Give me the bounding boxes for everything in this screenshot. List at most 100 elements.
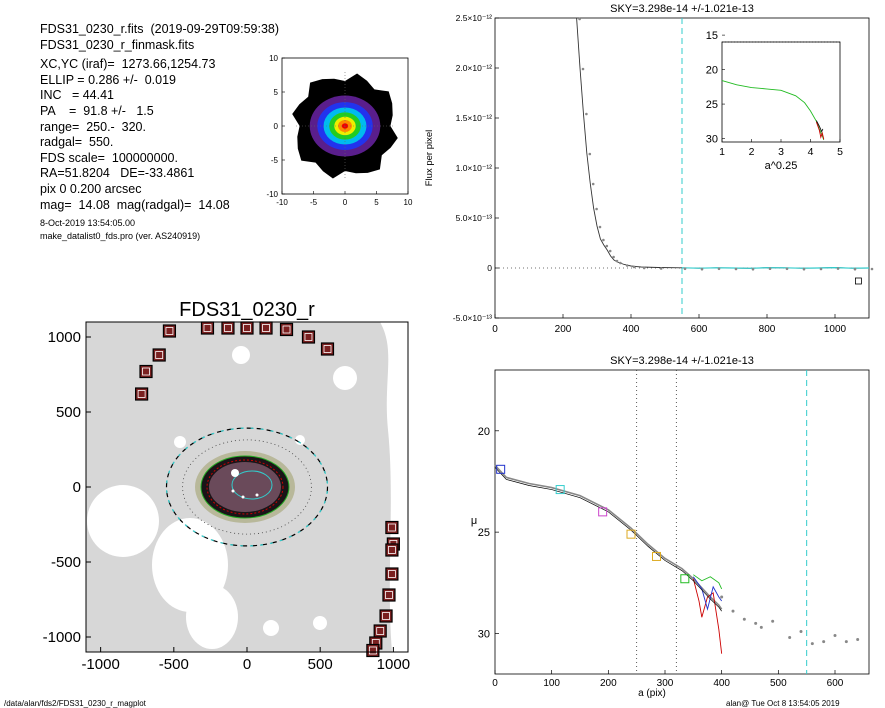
sb-xtick-label: 0 (492, 678, 498, 689)
sb-point (844, 640, 848, 644)
inset-black-tail (816, 120, 824, 133)
sb-isophote-marker (626, 529, 636, 539)
flux-ytick-label: 1.0×10⁻¹² (456, 163, 493, 173)
galaxy-knot (231, 489, 235, 493)
masked-region (232, 346, 250, 364)
masked-star-box (385, 543, 399, 557)
param-radec: RA=51.8204 DE=-33.4861 (40, 166, 195, 181)
sb-title: SKY=3.298e-14 +/-1.021e-13 (610, 355, 754, 367)
info-block: FDS31_0230_r.fits (2019-09-29T09:59:38) … (40, 22, 279, 243)
sb-ytick-label: 30 (478, 628, 490, 640)
flux-point (853, 267, 857, 271)
flux-profile-panel: SKY=3.298e-14 +/-1.021e-130 200 400 600 800 1… (424, 3, 874, 335)
galaxy-ytick-label: 500 (56, 404, 81, 421)
sb-point (731, 609, 735, 613)
flux-point (870, 267, 874, 271)
thumbnail-xtick-label: -10 (276, 198, 288, 207)
flux-xtick-label: 600 (691, 324, 708, 335)
sb-isophote-marker (652, 551, 661, 561)
masked-star-box (162, 324, 177, 338)
param-mag: mag= 14.08 mag(radgal)= 14.08 (40, 197, 230, 212)
thumbnail-xtick-label: -5 (310, 198, 318, 207)
sb-point (771, 619, 775, 623)
masked-star-box-inner (165, 327, 174, 335)
flux-sky-line (681, 266, 870, 269)
range-ellipse (182, 439, 312, 535)
sb-point (788, 636, 792, 640)
flux-point (836, 267, 840, 270)
sb-point (822, 640, 826, 644)
flux-point (785, 267, 789, 271)
inset-ytick-label: 20 (706, 65, 718, 77)
flux-point (751, 268, 755, 271)
masked-star-box (385, 520, 399, 535)
flux-xtick-label: 800 (759, 324, 776, 335)
masked-star-box-inner (137, 390, 146, 398)
galaxy-image-title: FDS31_0230_r (179, 299, 315, 321)
inset-xlabel: a^0.25 (765, 160, 798, 172)
flux-point (608, 249, 612, 253)
masked-star-box-inner (224, 324, 232, 332)
masked-star-box-inner (262, 324, 270, 332)
flux-point (581, 67, 585, 71)
flux-xtick-label: 400 (623, 324, 640, 335)
flux-point (605, 244, 609, 248)
masked-region (186, 585, 238, 649)
flux-point (615, 259, 619, 263)
galaxy-ytick-label: -500 (51, 554, 81, 571)
param-fds-scale: FDS scale= 100000000. (40, 150, 178, 165)
flux-point (683, 267, 687, 271)
masked-star-box-inner (323, 345, 332, 353)
param-pa: PA = 91.8 +/- 1.5 (40, 103, 154, 118)
flux-ytick-label: 1.5×10⁻¹² (456, 113, 493, 123)
sb-ytick-label: 20 (478, 426, 490, 438)
flux-point (612, 255, 615, 259)
masked-star-box (320, 342, 335, 356)
flux-ytick-label: -5.0×10⁻¹³ (453, 313, 492, 323)
galaxy-ytick-label: 0 (73, 479, 81, 496)
galaxy-image-panel: FDS31_0230_r -1000 -500 0 500 1000 1000 500 0 -50… (43, 299, 410, 673)
radgal-ellipse (165, 427, 329, 547)
masked-region (87, 485, 159, 557)
masked-region (174, 436, 186, 448)
sb-ytick-label: 25 (478, 527, 490, 539)
masked-star-box-inner (382, 612, 390, 620)
masked-star-box (135, 387, 149, 401)
flux-xtick-label: 200 (555, 324, 572, 335)
sb-xtick-label: 600 (827, 678, 844, 689)
sb-point (720, 595, 724, 599)
galaxy-xtick-label: -1000 (81, 656, 119, 673)
flux-ytick-label: 0 (487, 263, 492, 273)
sb-isophote-marker (598, 507, 608, 517)
sb-isophote-marker (496, 464, 506, 474)
param-inc: INC = 44.41 (40, 88, 114, 103)
param-radgal: radgal= 550. (40, 135, 114, 150)
thumbnail-ytick-label: 0 (274, 122, 279, 131)
inset-ytick-label: 30 (706, 134, 718, 146)
masked-star-box (385, 567, 399, 581)
thumbnail-xtick-label: 5 (374, 198, 379, 207)
flux-point (819, 267, 823, 271)
masked-star-box (152, 348, 166, 362)
masked-star-box-inner (387, 546, 396, 554)
sb-xtick-label: 100 (543, 678, 560, 689)
thumbnail-ytick-label: -5 (271, 156, 279, 165)
inset-series-line (721, 80, 825, 141)
isophote-inner (231, 470, 273, 500)
sb-point (856, 638, 860, 642)
thumbnail-ytick-label: -10 (266, 190, 278, 199)
sb-ylabel: μ (471, 515, 477, 527)
param-ellip: ELLIP = 0.286 +/- 0.019 (40, 72, 176, 87)
sb-series-line (692, 576, 723, 611)
thumbnail-ytick-label: 10 (269, 54, 278, 63)
masked-star-box-inner (203, 324, 212, 332)
flux-point (595, 207, 598, 211)
isophote-outer (200, 455, 290, 519)
sb-point (799, 629, 803, 633)
inset-xtick-label: 2 (749, 146, 755, 158)
sb-frame (494, 369, 870, 675)
sb-profile-panel: SKY=3.298e-14 +/-1.021e-13 0 100 200 300 400 5… (471, 355, 870, 699)
inset-ytick-label: 25 (706, 99, 718, 111)
masked-star-box-inner (385, 591, 393, 599)
masked-star-box (382, 588, 396, 602)
